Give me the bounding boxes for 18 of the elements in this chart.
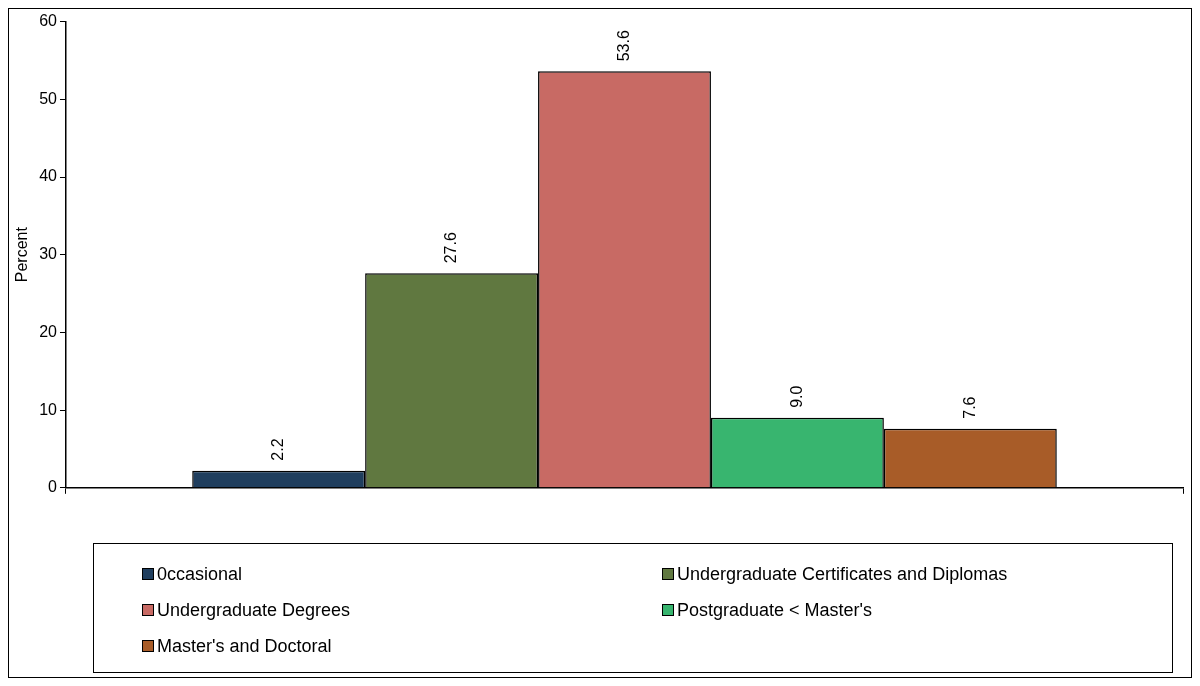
legend-label: Postgraduate < Master's xyxy=(677,599,873,621)
data-label: 53.6 xyxy=(614,30,632,62)
y-tick-label: 20 xyxy=(39,322,58,340)
y-tick-label: 40 xyxy=(39,167,58,185)
data-label: 2.2 xyxy=(269,438,287,461)
y-tick-label: 60 xyxy=(39,12,58,30)
legend-label: Undergraduate Degrees xyxy=(157,599,351,621)
y-axis-title: Percent xyxy=(13,226,31,283)
y-tick-label: 50 xyxy=(39,89,58,107)
data-label: 9.0 xyxy=(787,385,805,408)
data-label: 7.6 xyxy=(960,396,978,419)
y-tick-label: 10 xyxy=(39,400,58,418)
y-tick-label: 30 xyxy=(39,245,58,263)
legend-label: 0ccasional xyxy=(157,563,243,585)
legend-label: Undergraduate Certificates and Diplomas xyxy=(677,563,1008,585)
y-tick-label: 0 xyxy=(48,478,58,496)
legend-label: Master's and Doctoral xyxy=(157,635,332,657)
data-label: 27.6 xyxy=(441,232,459,264)
